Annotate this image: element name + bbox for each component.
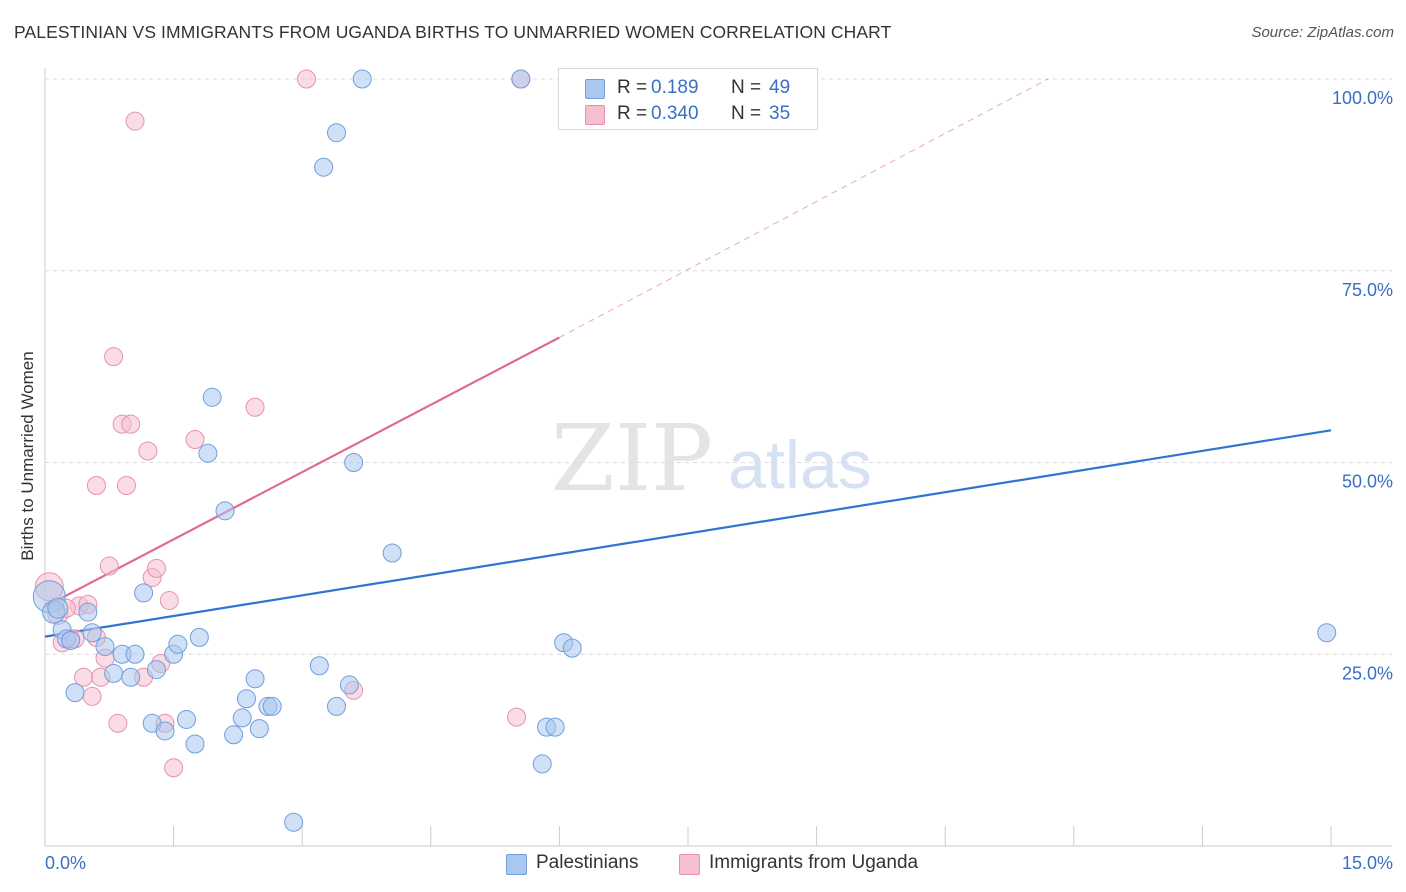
scatter-point (198, 443, 218, 463)
y-tick-label: 25.0% (1342, 663, 1393, 683)
y-tick-label: 50.0% (1342, 472, 1393, 492)
correlation-legend: R = 0.189 N = 49 R = 0.340 N = 35 (558, 68, 818, 130)
legend-swatch-blue (585, 79, 605, 99)
scatter-point (284, 812, 304, 832)
scatter-point (125, 644, 145, 664)
scatter-point (189, 627, 209, 647)
scatter-point (382, 543, 402, 563)
n-label: N = (731, 77, 762, 98)
trend-line-extension (559, 78, 1049, 338)
scatter-point (121, 414, 141, 434)
y-tick-label: 75.0% (1342, 280, 1393, 300)
scatter-point (159, 591, 179, 611)
scatter-point (1317, 623, 1337, 643)
scatter-point (121, 667, 141, 687)
scatter-point (104, 663, 124, 683)
chart-title: PALESTINIAN VS IMMIGRANTS FROM UGANDA BI… (14, 22, 892, 42)
scatter-point (249, 719, 269, 739)
legend-swatch-pink (585, 105, 605, 125)
scatter-point (86, 476, 106, 496)
scatter-point (95, 637, 115, 657)
scatter-point (134, 583, 154, 603)
n-value: 49 (769, 77, 791, 98)
scatter-point (125, 111, 145, 131)
scatter-point (185, 429, 205, 449)
scatter-point (155, 721, 175, 741)
trend-lines (44, 78, 1332, 638)
scatter-point (78, 602, 98, 622)
scatter-point (262, 696, 282, 716)
grid-lines (45, 78, 1392, 655)
scatter-point (99, 556, 119, 576)
scatter-point (146, 660, 166, 680)
scatter-point (164, 758, 184, 778)
scatter-point (176, 709, 196, 729)
tick-labels: 25.0% 50.0% 75.0% 100.0% 0.0% 15.0% (45, 88, 1393, 873)
scatter-point (202, 387, 222, 407)
scatter-point (511, 69, 531, 89)
scatter-point (232, 708, 252, 728)
scatter-point (562, 638, 582, 658)
scatter-point (82, 623, 102, 643)
scatter-point (108, 713, 128, 733)
scatter-point (146, 558, 166, 578)
scatter-point (245, 669, 265, 689)
watermark-atlas: atlas (728, 427, 872, 503)
scatter-point (82, 686, 102, 706)
legend-swatch-pink (679, 854, 700, 875)
r-value: 0.340 (651, 103, 699, 124)
trend-line (44, 429, 1332, 638)
scatter-point (215, 501, 235, 521)
scatter-point (326, 696, 346, 716)
scatter-point (352, 69, 372, 89)
series-legend: Palestinians Immigrants from Uganda (0, 850, 1406, 878)
axes (44, 68, 1392, 847)
scatter-point (296, 69, 316, 89)
scatter-point (104, 347, 124, 367)
scatter-point (236, 689, 256, 709)
legend-label: Palestinians (536, 852, 639, 873)
r-label: R = (617, 77, 648, 98)
scatter-point (245, 397, 265, 417)
watermark-zip: ZIP (551, 405, 713, 512)
n-value: 35 (769, 103, 791, 124)
scatter-point (507, 707, 527, 727)
scatter-point (545, 717, 565, 737)
scatter-point (61, 630, 81, 650)
scatter-point (168, 634, 188, 654)
y-axis-label: Births to Unmarried Women (18, 351, 37, 561)
watermark: ZIP atlas (551, 405, 872, 512)
scatter-point (47, 597, 69, 619)
x-tick-label: 0.0% (45, 853, 86, 873)
scatter-point (344, 453, 364, 472)
scatter-point (339, 675, 359, 695)
x-tick-label: 15.0% (1342, 853, 1393, 873)
scatter-point (314, 157, 334, 177)
scatter-point (326, 123, 346, 143)
scatter-point (224, 725, 244, 745)
scatter-point (532, 754, 552, 774)
source-label: Source: ZipAtlas.com (1251, 24, 1394, 41)
legend-swatch-blue (506, 854, 527, 875)
r-value: 0.189 (651, 77, 699, 98)
r-label: R = (617, 103, 648, 124)
scatter-point (185, 734, 205, 754)
scatter-point (65, 683, 85, 703)
scatter-point (138, 441, 158, 461)
scatter-point (309, 656, 329, 676)
legend-label: Immigrants from Uganda (709, 852, 919, 873)
scatter-point (116, 476, 136, 496)
trend-line (44, 336, 560, 608)
data-points (32, 69, 1337, 832)
n-label: N = (731, 103, 762, 124)
y-tick-label: 100.0% (1332, 88, 1393, 108)
